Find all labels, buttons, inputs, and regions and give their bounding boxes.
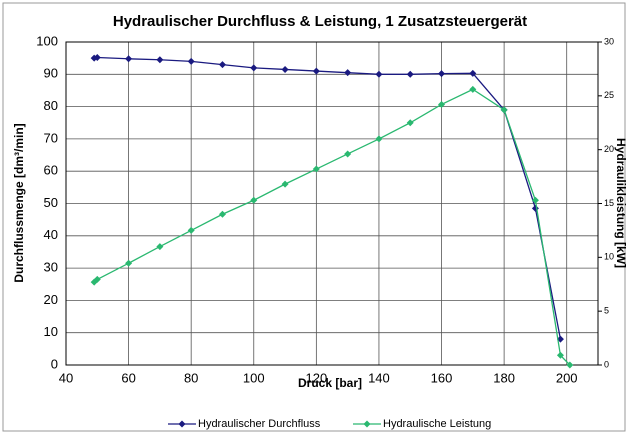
y2-tick-label: 10 (604, 252, 614, 262)
y2-tick-label: 15 (604, 198, 614, 208)
point-marker (156, 243, 164, 251)
point-marker (93, 275, 101, 283)
y-tick-label: 10 (44, 324, 58, 339)
point-marker (375, 70, 383, 78)
point-marker (125, 55, 133, 63)
x-tick-label: 80 (184, 370, 198, 385)
legend-label: Hydraulischer Durchfluss (198, 418, 321, 430)
y-tick-label: 0 (51, 356, 58, 371)
y2-tick-label: 30 (604, 36, 614, 46)
point-marker (344, 150, 352, 158)
point-marker (406, 70, 414, 78)
point-marker (281, 65, 289, 73)
x-axis-label: Druck [bar] (298, 376, 362, 390)
y2-tick-label: 5 (604, 306, 609, 316)
point-marker (531, 204, 539, 212)
x-tick-label: 120 (306, 370, 328, 385)
y-tick-label: 20 (44, 292, 58, 307)
point-marker (556, 351, 564, 359)
point-marker (218, 61, 226, 69)
point-marker (125, 259, 133, 267)
plot-border (65, 41, 599, 366)
point-marker (566, 361, 574, 369)
point-marker (406, 119, 414, 127)
y-tick-label: 80 (44, 98, 58, 113)
legend-marker (363, 420, 371, 428)
point-marker (156, 56, 164, 64)
y-tick-label: 60 (44, 163, 58, 178)
y-tick-label: 70 (44, 130, 58, 145)
y-tick-label: 40 (44, 227, 58, 242)
y-tick-label: 30 (44, 260, 58, 275)
point-marker (187, 226, 195, 234)
point-marker (500, 106, 508, 114)
point-marker (250, 196, 258, 204)
point-marker (531, 196, 539, 204)
series-line (93, 88, 571, 366)
point-marker (312, 67, 320, 75)
point-marker (438, 100, 446, 108)
y-tick-label: 90 (44, 66, 58, 81)
point-marker (218, 210, 226, 218)
y-tick-label: 100 (36, 33, 58, 48)
point-marker (312, 165, 320, 173)
point-marker (187, 57, 195, 65)
y2-tick-label: 0 (604, 359, 609, 369)
point-marker (438, 70, 446, 78)
point-marker (93, 54, 101, 62)
x-tick-label: 60 (121, 370, 135, 385)
point-marker (344, 69, 352, 77)
x-tick-label: 140 (368, 370, 390, 385)
legend-label: Hydraulische Leistung (383, 418, 491, 430)
x-tick-label: 200 (556, 370, 578, 385)
chart-title: Hydraulischer Durchfluss & Leistung, 1 Z… (113, 13, 527, 30)
x-tick-label: 180 (493, 370, 515, 385)
point-marker (250, 64, 258, 72)
point-marker (375, 135, 383, 143)
y2-tick-label: 25 (604, 90, 614, 100)
y-tick-label: 50 (44, 195, 58, 210)
x-tick-label: 40 (59, 370, 73, 385)
point-marker (469, 69, 477, 77)
series-line (94, 56, 562, 340)
point-marker (469, 85, 477, 93)
y-axis-label: Durchflussmenge [dm³/min] (12, 123, 26, 282)
y2-axis-label: Hydraulikleistung [kW] (614, 138, 628, 268)
y2-tick-label: 20 (604, 144, 614, 154)
x-tick-label: 100 (243, 370, 265, 385)
legend-marker (178, 420, 186, 428)
point-marker (281, 180, 289, 188)
x-tick-label: 160 (431, 370, 453, 385)
